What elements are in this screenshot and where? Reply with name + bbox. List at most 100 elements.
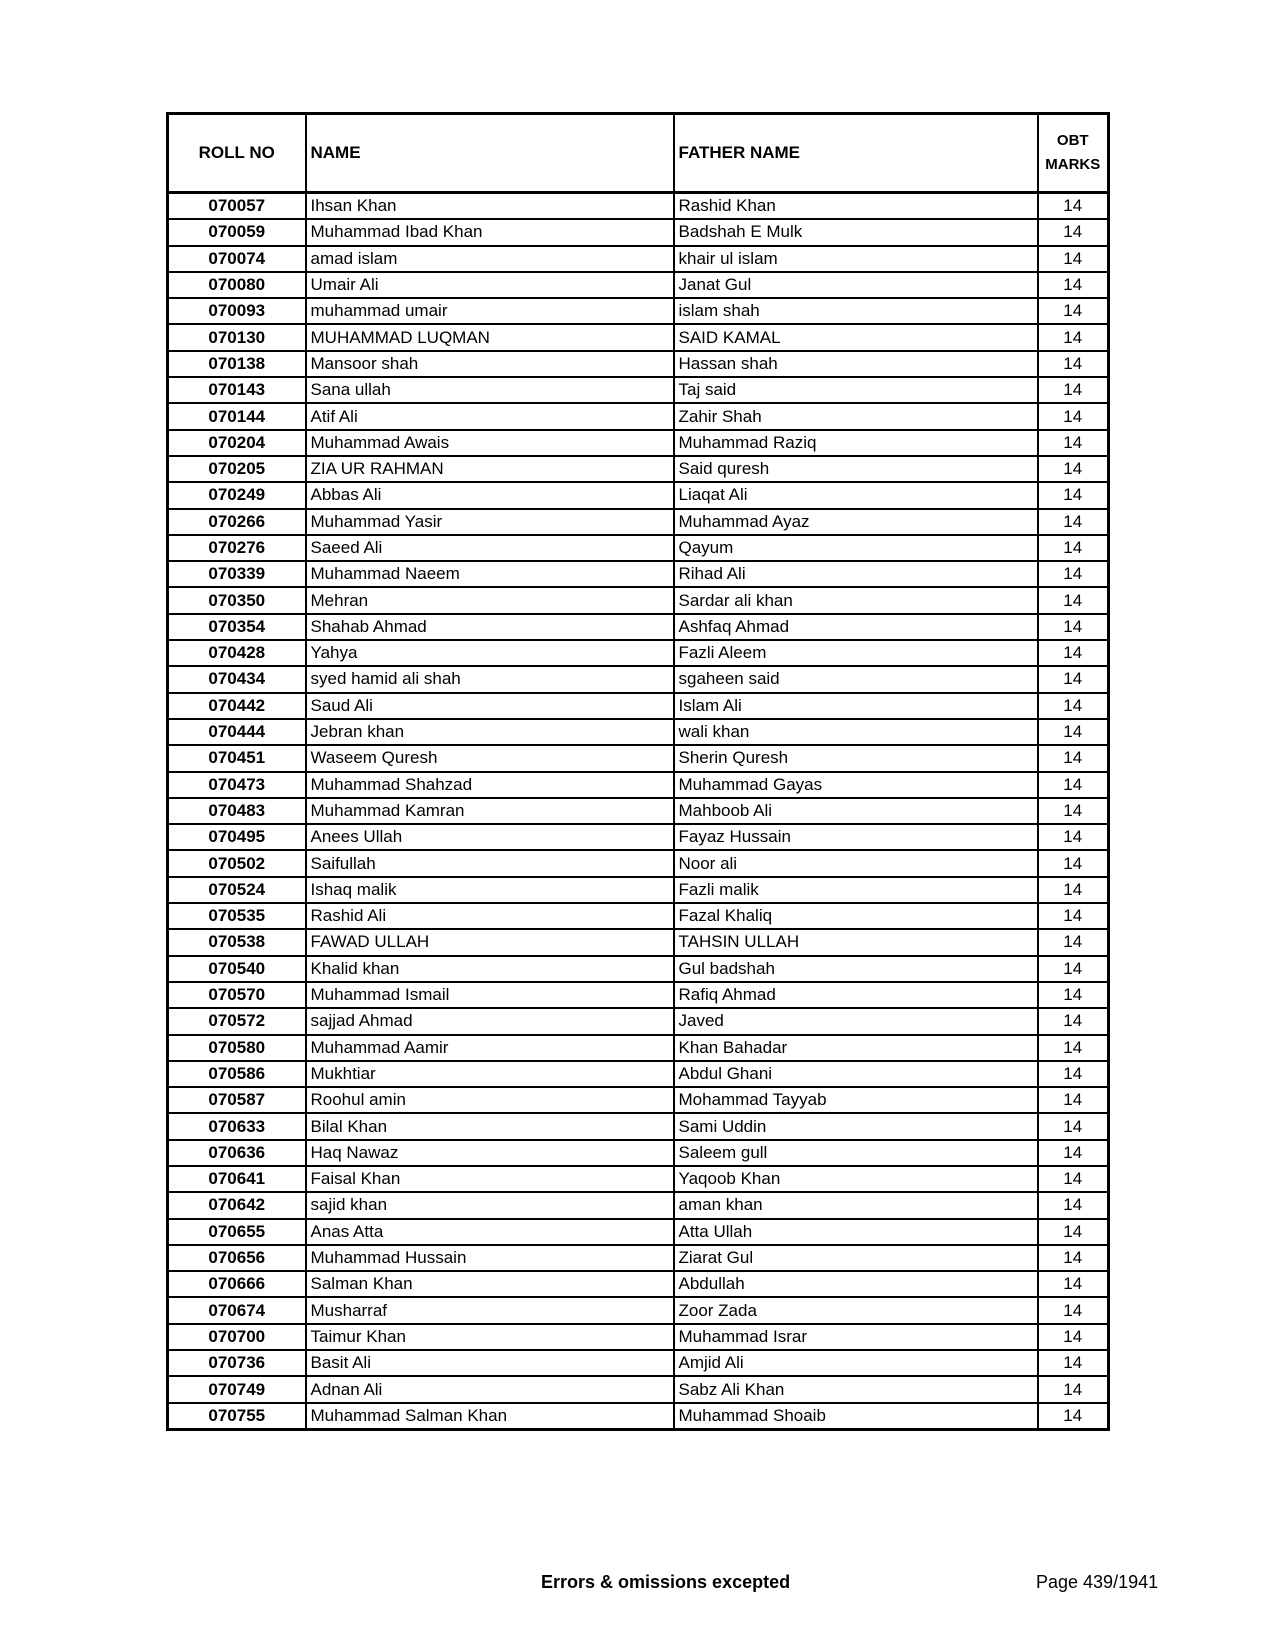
- cell-father-name: Sami Uddin: [672, 1112, 1039, 1141]
- cell-obt-marks: 14: [1036, 1243, 1110, 1273]
- cell-roll-no: 070138: [166, 349, 307, 379]
- table-row: 070473 Muhammad Shahzad Muhammad Gayas 14: [166, 770, 1110, 799]
- cell-obt-marks: 14: [1036, 191, 1110, 221]
- cell-roll-no: 070736: [166, 1349, 307, 1378]
- cell-obt-marks: 14: [1036, 481, 1110, 510]
- cell-name: Mukhtiar: [304, 1059, 675, 1089]
- cell-roll-no: 070641: [166, 1164, 307, 1194]
- cell-roll-no: 070093: [166, 297, 307, 326]
- cell-father-name: Muhammad Gayas: [672, 770, 1039, 799]
- cell-father-name: Zoor Zada: [672, 1296, 1039, 1325]
- cell-obt-marks: 14: [1036, 691, 1110, 720]
- cell-obt-marks: 14: [1036, 270, 1110, 300]
- cell-obt-marks: 14: [1036, 928, 1110, 957]
- cell-name: Umair Ali: [304, 270, 675, 300]
- table-row: 070339 Muhammad Naeem Rihad Ali 14: [166, 560, 1110, 589]
- table-row: 070059 Muhammad Ibad Khan Badshah E Mulk 14: [166, 218, 1110, 247]
- cell-roll-no: 070636: [166, 1138, 307, 1167]
- cell-father-name: Sherin Quresh: [672, 744, 1039, 773]
- cell-name: ZIA UR RAHMAN: [304, 454, 675, 484]
- cell-roll-no: 070656: [166, 1243, 307, 1273]
- cell-name: Bilal Khan: [304, 1112, 675, 1141]
- cell-father-name: islam shah: [672, 297, 1039, 326]
- cell-roll-no: 070538: [166, 928, 307, 957]
- cell-obt-marks: 14: [1036, 1217, 1110, 1246]
- cell-obt-marks: 14: [1036, 1322, 1110, 1352]
- header-name: NAME: [304, 112, 675, 194]
- table-row: 070130 MUHAMMAD LUQMAN SAID KAMAL 14: [166, 323, 1110, 352]
- cell-father-name: Javed: [672, 1007, 1039, 1036]
- cell-name: Rashid Ali: [304, 902, 675, 931]
- cell-roll-no: 070074: [166, 244, 307, 273]
- cell-father-name: khair ul islam: [672, 244, 1039, 273]
- table-row: 070502 Saifullah Noor ali 14: [166, 849, 1110, 878]
- table-row: 070080 Umair Ali Janat Gul 14: [166, 270, 1110, 300]
- cell-name: Muhammad Kamran: [304, 796, 675, 826]
- cell-name: Muhammad Yasir: [304, 507, 675, 536]
- cell-obt-marks: 14: [1036, 875, 1110, 905]
- cell-obt-marks: 14: [1036, 560, 1110, 589]
- cell-roll-no: 070535: [166, 902, 307, 931]
- table-row: 070636 Haq Nawaz Saleem gull 14: [166, 1138, 1110, 1167]
- cell-name: Khalid khan: [304, 954, 675, 983]
- cell-roll-no: 070451: [166, 744, 307, 773]
- cell-name: sajid khan: [304, 1191, 675, 1220]
- cell-roll-no: 070266: [166, 507, 307, 536]
- cell-father-name: Rihad Ali: [672, 560, 1039, 589]
- cell-obt-marks: 14: [1036, 849, 1110, 878]
- cell-father-name: Abdullah: [672, 1270, 1039, 1299]
- cell-obt-marks: 14: [1036, 428, 1110, 457]
- table-row: 070655 Anas Atta Atta Ullah 14: [166, 1217, 1110, 1246]
- cell-roll-no: 070442: [166, 691, 307, 720]
- cell-father-name: Fazal Khaliq: [672, 902, 1039, 931]
- cell-obt-marks: 14: [1036, 612, 1110, 642]
- cell-roll-no: 070057: [166, 191, 307, 221]
- table-row: 070350 Mehran Sardar ali khan 14: [166, 586, 1110, 615]
- cell-obt-marks: 14: [1036, 1191, 1110, 1220]
- cell-obt-marks: 14: [1036, 639, 1110, 668]
- results-table: ROLL NO NAME FATHER NAME OBT MARKS 070057…: [166, 112, 1110, 1431]
- table-row: 070444 Jebran khan wali khan 14: [166, 717, 1110, 747]
- table-row: 070570 Muhammad Ismail Rafiq Ahmad 14: [166, 980, 1110, 1010]
- header-obt-line1: OBT: [1056, 132, 1089, 149]
- cell-father-name: Liaqat Ali: [672, 481, 1039, 510]
- cell-name: Ihsan Khan: [304, 191, 675, 221]
- cell-father-name: Janat Gul: [672, 270, 1039, 300]
- cell-father-name: Rafiq Ahmad: [672, 980, 1039, 1010]
- cell-name: Shahab Ahmad: [304, 612, 675, 642]
- table-row: 070736 Basit Ali Amjid Ali 14: [166, 1349, 1110, 1378]
- cell-name: Muhammad Awais: [304, 428, 675, 457]
- cell-name: Abbas Ali: [304, 481, 675, 510]
- cell-name: Muhammad Hussain: [304, 1243, 675, 1273]
- cell-obt-marks: 14: [1036, 1138, 1110, 1167]
- cell-name: Saeed Ali: [304, 533, 675, 563]
- table-row: 070540 Khalid khan Gul badshah 14: [166, 954, 1110, 983]
- cell-obt-marks: 14: [1036, 1164, 1110, 1194]
- cell-obt-marks: 14: [1036, 507, 1110, 536]
- cell-name: Jebran khan: [304, 717, 675, 747]
- table-row: 070587 Roohul amin Mohammad Tayyab 14: [166, 1086, 1110, 1115]
- cell-obt-marks: 14: [1036, 323, 1110, 352]
- header-roll-no: ROLL NO: [166, 112, 307, 194]
- table-row: 070249 Abbas Ali Liaqat Ali 14: [166, 481, 1110, 510]
- table-row: 070204 Muhammad Awais Muhammad Raziq 14: [166, 428, 1110, 457]
- cell-name: Muhammad Naeem: [304, 560, 675, 589]
- cell-roll-no: 070642: [166, 1191, 307, 1220]
- cell-roll-no: 070143: [166, 376, 307, 405]
- cell-obt-marks: 14: [1036, 244, 1110, 273]
- cell-father-name: Qayum: [672, 533, 1039, 563]
- table-row: 070495 Anees Ullah Fayaz Hussain 14: [166, 823, 1110, 852]
- table-row: 070057 Ihsan Khan Rashid Khan 14: [166, 191, 1110, 221]
- cell-name: Saifullah: [304, 849, 675, 878]
- cell-father-name: Said quresh: [672, 454, 1039, 484]
- cell-name: Salman Khan: [304, 1270, 675, 1299]
- cell-obt-marks: 14: [1036, 1401, 1110, 1431]
- cell-name: Muhammad Salman Khan: [304, 1401, 675, 1431]
- cell-roll-no: 070205: [166, 454, 307, 484]
- cell-roll-no: 070495: [166, 823, 307, 852]
- cell-name: Muhammad Ibad Khan: [304, 218, 675, 247]
- cell-name: Roohul amin: [304, 1086, 675, 1115]
- cell-father-name: Muhammad Shoaib: [672, 1401, 1039, 1431]
- cell-father-name: Abdul Ghani: [672, 1059, 1039, 1089]
- cell-name: Mansoor shah: [304, 349, 675, 379]
